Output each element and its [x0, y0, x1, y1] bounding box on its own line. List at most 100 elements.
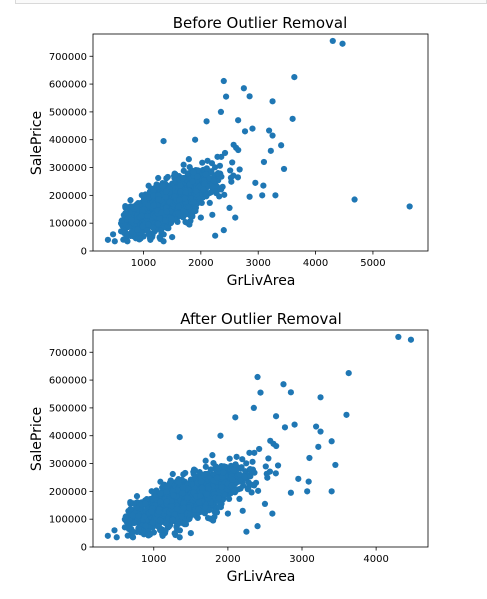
data-point	[228, 482, 235, 489]
data-point	[182, 189, 189, 196]
y-tick-label: 0	[81, 247, 87, 258]
data-point	[202, 457, 209, 464]
data-point	[240, 85, 247, 92]
data-point	[190, 169, 197, 176]
y-tick-label: 400000	[49, 135, 87, 146]
data-point	[233, 453, 240, 460]
data-point	[156, 215, 163, 222]
data-point	[328, 488, 335, 495]
data-point	[192, 188, 200, 195]
data-point	[178, 513, 185, 520]
data-point	[184, 494, 191, 502]
data-point	[124, 238, 131, 245]
data-point	[278, 142, 285, 149]
y-tick-label: 300000	[49, 163, 87, 174]
data-point	[163, 208, 170, 215]
data-point	[168, 498, 175, 505]
data-point	[159, 183, 166, 190]
plot-frame	[92, 33, 429, 252]
data-point	[189, 178, 196, 185]
data-point	[295, 475, 302, 482]
data-point	[208, 168, 215, 175]
data-point	[249, 481, 257, 488]
data-point	[155, 174, 162, 182]
data-point	[153, 181, 160, 188]
data-point	[222, 93, 230, 100]
data-point	[186, 511, 194, 518]
data-point	[201, 471, 208, 478]
data-point	[216, 162, 224, 169]
data-point	[145, 202, 152, 209]
data-point	[134, 226, 141, 233]
x-ticks: 1000 2000 3000 4000 5000	[131, 251, 386, 269]
x-tick-label: 1000	[131, 258, 156, 269]
data-point	[150, 192, 157, 200]
data-point	[291, 421, 298, 428]
x-tick-label: 1000	[141, 554, 166, 565]
data-point	[243, 528, 250, 535]
data-point	[236, 495, 243, 502]
data-point	[128, 216, 135, 224]
data-point	[171, 170, 178, 177]
data-point	[197, 492, 204, 500]
data-point	[197, 214, 204, 221]
data-point	[164, 173, 171, 181]
data-point	[137, 235, 144, 242]
data-point	[133, 493, 141, 500]
data-point	[174, 210, 182, 217]
data-point	[339, 40, 346, 47]
data-point	[315, 443, 322, 450]
data-point	[149, 519, 156, 526]
data-point	[182, 469, 189, 477]
data-point	[208, 160, 216, 167]
data-point	[215, 465, 222, 472]
data-point	[280, 165, 288, 173]
data-point	[187, 529, 194, 537]
data-point	[219, 474, 226, 481]
data-point	[217, 108, 225, 115]
data-point	[317, 394, 324, 401]
data-point	[226, 204, 233, 211]
data-point	[210, 177, 217, 184]
data-point	[122, 209, 129, 217]
data-point	[122, 513, 129, 520]
x-tick-label: 4000	[303, 258, 328, 269]
data-point	[249, 458, 256, 465]
data-point	[179, 175, 186, 182]
data-point	[257, 389, 264, 396]
data-point	[232, 214, 239, 221]
data-point	[155, 196, 162, 203]
data-point	[255, 487, 262, 494]
data-point	[212, 232, 219, 239]
data-point	[113, 534, 120, 541]
data-point	[198, 484, 206, 491]
data-point	[221, 191, 228, 198]
data-point	[155, 508, 163, 516]
data-point	[229, 476, 236, 483]
data-point	[129, 534, 137, 541]
data-point	[179, 489, 186, 497]
data-point	[305, 478, 312, 485]
data-point	[144, 212, 151, 220]
y-tick-label: 0	[81, 543, 87, 554]
data-point	[230, 467, 238, 474]
data-point	[213, 509, 221, 516]
data-point	[287, 389, 294, 396]
data-point	[179, 484, 187, 491]
y-tick-label: 100000	[49, 219, 87, 230]
data-point	[329, 37, 336, 45]
data-point	[160, 238, 167, 245]
x-tick-label: 3000	[245, 258, 270, 269]
data-point	[343, 411, 350, 418]
data-point	[163, 498, 170, 505]
data-point	[207, 189, 214, 196]
data-point	[204, 514, 212, 522]
data-point	[173, 505, 181, 512]
data-point	[216, 503, 223, 510]
data-point	[195, 506, 202, 513]
data-point	[218, 484, 225, 491]
data-point	[111, 527, 118, 534]
data-point	[104, 236, 112, 243]
data-point	[267, 147, 274, 154]
data-point	[246, 93, 253, 100]
